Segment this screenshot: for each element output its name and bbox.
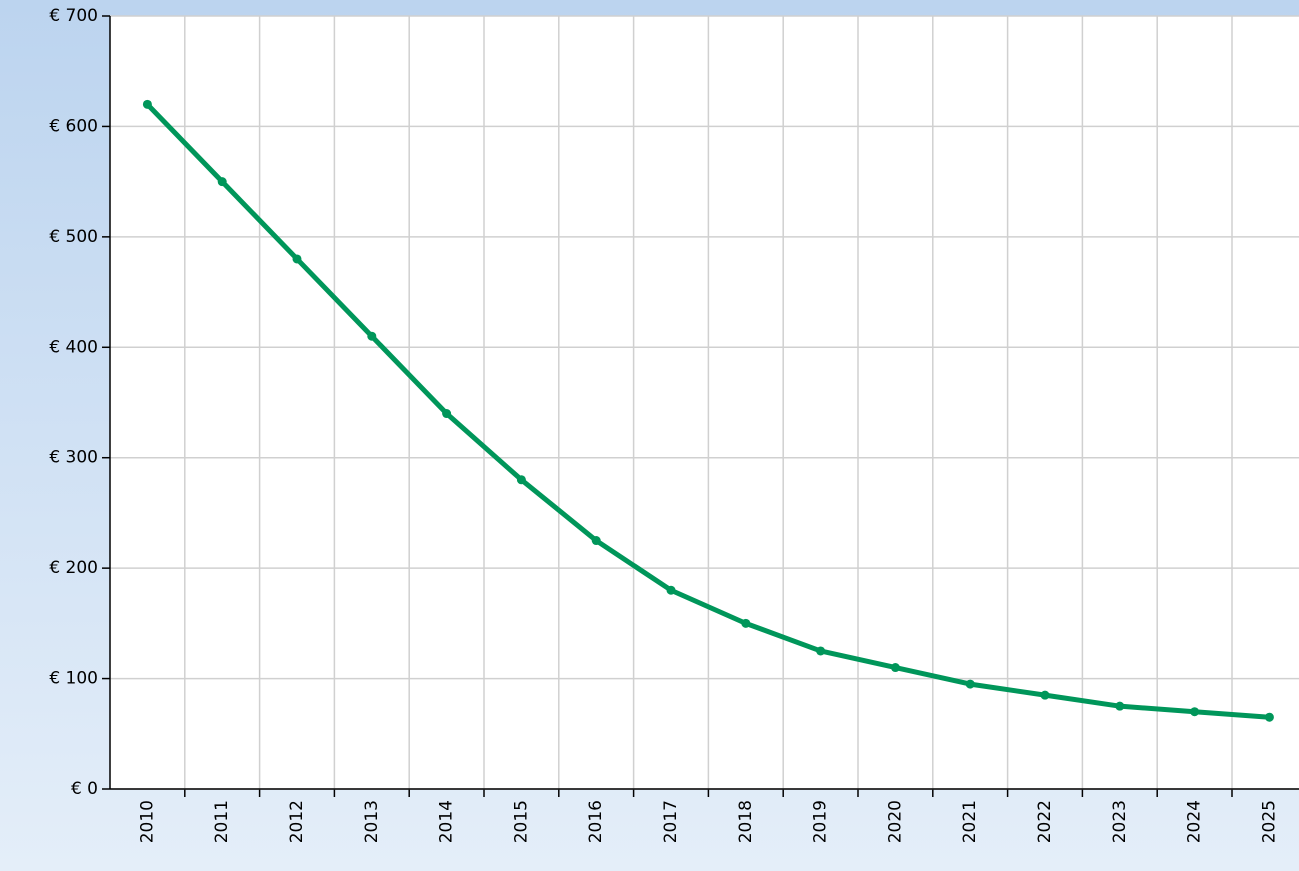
point xyxy=(442,409,452,419)
x-tick-label: 2015 xyxy=(511,800,531,843)
point xyxy=(890,663,900,673)
y-tick-label: € 500 xyxy=(49,227,98,247)
x-tick-label: 2019 xyxy=(811,800,831,843)
point xyxy=(591,536,601,546)
y-tick-label: € 100 xyxy=(49,669,98,689)
point xyxy=(741,618,751,628)
point xyxy=(666,585,676,595)
point xyxy=(367,331,377,341)
point xyxy=(965,679,975,689)
plot-area xyxy=(110,16,1299,789)
point xyxy=(217,177,227,187)
x-tick-label: 2025 xyxy=(1259,800,1279,843)
x-tick-label: 2024 xyxy=(1185,800,1205,843)
y-tick-label: € 400 xyxy=(49,337,98,357)
point xyxy=(516,475,526,485)
x-tick-label: 2011 xyxy=(212,800,232,843)
y-tick-label: € 600 xyxy=(49,116,98,136)
line-series xyxy=(145,102,1270,720)
point xyxy=(292,254,302,264)
y-tick-label: € 200 xyxy=(49,558,98,578)
point xyxy=(1115,701,1125,711)
x-tick-label: 2010 xyxy=(137,800,157,843)
x-tick-label: 2020 xyxy=(885,800,905,843)
y-tick-label: € 300 xyxy=(49,448,98,468)
x-tick-label: 2014 xyxy=(437,800,457,843)
x-tick-label: 2021 xyxy=(960,800,980,843)
point xyxy=(142,99,152,109)
x-tick-label: 2013 xyxy=(362,800,382,843)
x-tick-label: 2022 xyxy=(1035,800,1055,843)
x-tick-label: 2023 xyxy=(1110,800,1130,843)
point xyxy=(1264,712,1274,722)
y-tick-label: € 700 xyxy=(49,6,98,26)
x-tick-label: 2016 xyxy=(586,800,606,843)
point xyxy=(816,646,826,656)
point xyxy=(1040,690,1050,700)
y-tick-label: € 0 xyxy=(71,779,98,799)
x-tick-label: 2017 xyxy=(661,800,681,843)
point xyxy=(1190,707,1200,717)
x-tick-label: 2018 xyxy=(736,800,756,843)
x-tick-label: 2012 xyxy=(287,800,307,843)
